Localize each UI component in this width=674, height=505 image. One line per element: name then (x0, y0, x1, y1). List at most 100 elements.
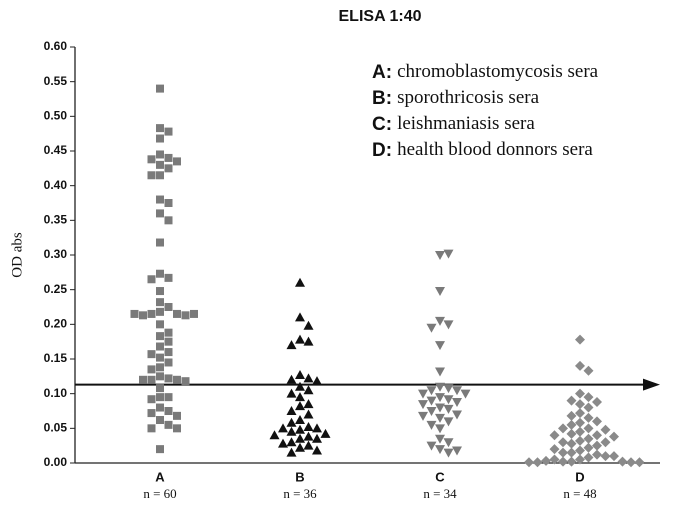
data-point (312, 423, 322, 433)
data-point (418, 411, 428, 421)
data-point (435, 445, 445, 455)
data-point (592, 416, 602, 427)
data-point (575, 435, 585, 446)
data-point (147, 309, 156, 318)
y-tick-label: 0.30 (44, 247, 68, 261)
y-tick-label: 0.40 (44, 178, 68, 192)
data-point (156, 287, 164, 296)
data-point (295, 277, 305, 287)
data-point (156, 298, 164, 307)
data-point (295, 424, 305, 434)
data-point (541, 455, 551, 466)
data-point (303, 320, 314, 330)
data-point (303, 373, 314, 383)
data-point (609, 431, 619, 442)
data-point (147, 365, 156, 374)
data-point (278, 423, 288, 433)
legend-entry: A: chromoblastomycosis sera (372, 61, 599, 83)
data-point (156, 416, 164, 425)
data-point (583, 402, 594, 413)
data-point (181, 311, 190, 320)
n-label: n = 48 (563, 486, 596, 501)
data-point (592, 440, 602, 451)
data-point (156, 363, 164, 372)
data-point (147, 375, 156, 384)
data-point (147, 275, 156, 284)
data-point (156, 384, 164, 393)
data-point (303, 421, 314, 431)
legend-key: B: (372, 88, 392, 109)
data-point (617, 456, 628, 467)
data-point (156, 307, 164, 316)
data-point (426, 396, 437, 406)
data-point (156, 195, 164, 204)
data-point (278, 438, 288, 448)
data-point (566, 456, 577, 467)
data-point (312, 433, 322, 443)
data-point (435, 434, 445, 444)
data-point (549, 444, 560, 455)
data-point (164, 216, 173, 225)
data-point (286, 406, 297, 415)
data-point (295, 369, 305, 379)
data-point (303, 399, 314, 409)
y-tick-label: 0.20 (44, 317, 68, 331)
data-point (295, 312, 305, 322)
data-point (435, 382, 445, 392)
data-point (286, 388, 297, 398)
data-point (295, 401, 305, 411)
x-tick-label: D (575, 469, 584, 484)
data-point (303, 440, 314, 450)
legend-key: A: (372, 62, 392, 83)
data-point (452, 386, 462, 396)
data-point (566, 419, 577, 430)
data-point (164, 127, 173, 136)
data-point (320, 428, 331, 438)
data-point (156, 393, 164, 402)
x-tick-label: A (155, 469, 165, 484)
n-label: n = 34 (423, 486, 457, 501)
data-point (435, 424, 445, 434)
y-tick-label: 0.35 (44, 213, 68, 227)
data-point (583, 452, 594, 463)
legend-entry: C: leishmaniasis sera (372, 113, 535, 135)
data-point (303, 409, 314, 419)
data-point (566, 428, 577, 439)
data-point (286, 447, 297, 457)
data-point (139, 311, 147, 320)
data-point (164, 273, 173, 282)
data-point (156, 403, 164, 412)
data-point (156, 124, 164, 133)
data-point (156, 445, 164, 454)
data-point (549, 430, 560, 441)
data-point (156, 332, 164, 341)
arrow-head (643, 378, 660, 391)
data-point (286, 426, 297, 436)
y-axis-label: OD abs (9, 232, 25, 278)
y-tick-label: 0.05 (44, 421, 68, 435)
data-point (443, 448, 454, 458)
data-point (426, 441, 437, 451)
data-point (269, 430, 280, 440)
data-point (295, 381, 305, 391)
data-point (173, 309, 181, 318)
data-point (156, 269, 164, 278)
data-point (592, 449, 602, 460)
data-point (156, 134, 164, 143)
data-point (156, 160, 164, 169)
data-point (460, 389, 471, 399)
data-point (295, 334, 305, 344)
chart-title: ELISA 1:40 (339, 8, 422, 25)
legend-key: D: (372, 140, 392, 161)
data-point (303, 336, 314, 346)
data-point (312, 445, 322, 455)
data-point (558, 447, 568, 458)
data-point (583, 442, 594, 453)
data-point (566, 395, 577, 406)
data-point (295, 433, 305, 443)
data-point (130, 309, 139, 318)
legend-entry: B: sporothricosis sera (372, 87, 540, 109)
data-point (532, 457, 543, 468)
data-point (583, 365, 594, 376)
